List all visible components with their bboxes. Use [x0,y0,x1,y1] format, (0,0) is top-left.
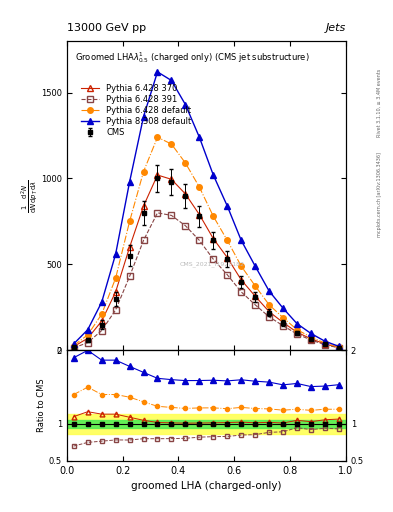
Pythia 6.428 370 [239,277,244,283]
Pythia 6.428 370 [141,203,146,209]
Pythia 6.428 391 [295,331,299,337]
Pythia 6.428 370 [169,176,174,182]
Pythia 6.428 default [113,275,118,281]
Line: Pythia 6.428 391: Pythia 6.428 391 [71,210,342,351]
Y-axis label: Ratio to CMS: Ratio to CMS [37,379,46,432]
Pythia 6.428 370 [72,344,76,350]
Pythia 6.428 391 [225,272,230,278]
Pythia 8.308 default [267,288,272,294]
Pythia 6.428 default [239,263,244,269]
Pythia 8.308 default [72,340,76,347]
Pythia 6.428 391 [267,314,272,320]
Pythia 8.308 default [85,327,90,333]
Pythia 6.428 391 [253,302,257,308]
Pythia 6.428 370 [183,191,188,197]
Pythia 6.428 391 [127,273,132,280]
Pythia 8.308 default [141,114,146,120]
Pythia 6.428 391 [281,323,285,329]
Pythia 6.428 370 [323,341,327,347]
Pythia 6.428 391 [239,289,244,295]
Pythia 6.428 default [211,213,216,219]
Pythia 8.308 default [197,134,202,140]
Pythia 6.428 default [169,141,174,147]
X-axis label: groomed LHA (charged-only): groomed LHA (charged-only) [131,481,281,491]
Pythia 6.428 default [267,302,272,308]
Pythia 8.308 default [113,251,118,257]
Pythia 6.428 370 [281,319,285,326]
Pythia 8.308 default [211,172,216,178]
Pythia 6.428 391 [113,307,118,313]
Pythia 6.428 391 [323,342,327,348]
Bar [67,419,346,429]
Pythia 6.428 370 [253,293,257,299]
Pythia 6.428 391 [197,237,202,243]
Pythia 6.428 default [141,168,146,175]
Pythia 6.428 default [336,344,341,350]
Pythia 6.428 default [85,332,90,338]
Pythia 6.428 370 [211,236,216,242]
Pythia 6.428 default [127,218,132,224]
Pythia 6.428 370 [113,289,118,295]
Pythia 6.428 370 [295,329,299,335]
Text: 13000 GeV pp: 13000 GeV pp [67,23,146,33]
Pythia 6.428 default [197,184,202,190]
Pythia 6.428 default [281,314,285,321]
Pythia 6.428 391 [336,345,341,351]
Pythia 6.428 default [225,237,230,243]
Pythia 8.308 default [253,263,257,269]
Pythia 8.308 default [336,343,341,349]
Pythia 6.428 370 [225,254,230,261]
Pythia 6.428 391 [99,328,104,334]
Pythia 8.308 default [99,299,104,305]
Y-axis label: $\frac{1}{\mathrm{d}N}\frac{\mathrm{d}^2N}{\mathrm{d}p_T\,\mathrm{d}\lambda}$: $\frac{1}{\mathrm{d}N}\frac{\mathrm{d}^2… [19,179,40,212]
Line: Pythia 8.308 default: Pythia 8.308 default [70,69,342,350]
Line: Pythia 6.428 default: Pythia 6.428 default [71,135,342,350]
Bar [67,414,346,434]
Pythia 6.428 default [323,340,327,346]
Pythia 6.428 370 [85,335,90,342]
Pythia 8.308 default [169,77,174,83]
Pythia 6.428 370 [267,309,272,315]
Pythia 8.308 default [323,338,327,344]
Pythia 6.428 370 [155,172,160,178]
Pythia 6.428 391 [169,212,174,219]
Pythia 6.428 default [99,311,104,317]
Pythia 8.308 default [309,330,313,336]
Pythia 6.428 391 [183,223,188,229]
Pythia 6.428 391 [155,210,160,216]
Pythia 8.308 default [225,203,230,209]
Legend: Pythia 6.428 370, Pythia 6.428 391, Pythia 6.428 default, Pythia 8.308 default, : Pythia 6.428 370, Pythia 6.428 391, Pyth… [79,82,193,139]
Pythia 6.428 391 [211,256,216,262]
Pythia 8.308 default [239,237,244,243]
Pythia 6.428 391 [141,237,146,243]
Pythia 6.428 391 [85,339,90,346]
Pythia 6.428 default [183,160,188,166]
Pythia 6.428 370 [99,318,104,324]
Pythia 8.308 default [127,179,132,185]
Pythia 6.428 default [253,283,257,289]
Text: Groomed LHA$\lambda^{1}_{0.5}$ (charged only) (CMS jet substructure): Groomed LHA$\lambda^{1}_{0.5}$ (charged … [75,50,310,65]
Text: CMS_2021_I1920182: CMS_2021_I1920182 [180,261,244,267]
Pythia 8.308 default [281,305,285,311]
Text: Jets: Jets [325,23,346,33]
Pythia 6.428 default [155,134,160,140]
Pythia 8.308 default [155,69,160,75]
Text: mcplots.cern.ch [arXiv:1306.3436]: mcplots.cern.ch [arXiv:1306.3436] [377,152,382,237]
Text: Rivet 3.1.10, ≥ 3.4M events: Rivet 3.1.10, ≥ 3.4M events [377,68,382,137]
Pythia 6.428 370 [127,244,132,250]
Pythia 8.308 default [295,321,299,327]
Line: Pythia 6.428 370: Pythia 6.428 370 [71,172,342,351]
Pythia 6.428 370 [197,211,202,218]
Pythia 6.428 370 [336,345,341,351]
Pythia 6.428 391 [309,337,313,343]
Pythia 6.428 default [72,343,76,349]
Pythia 6.428 default [309,334,313,340]
Pythia 6.428 391 [72,345,76,351]
Pythia 8.308 default [183,101,188,108]
Pythia 6.428 default [295,327,299,333]
Pythia 6.428 370 [309,336,313,342]
